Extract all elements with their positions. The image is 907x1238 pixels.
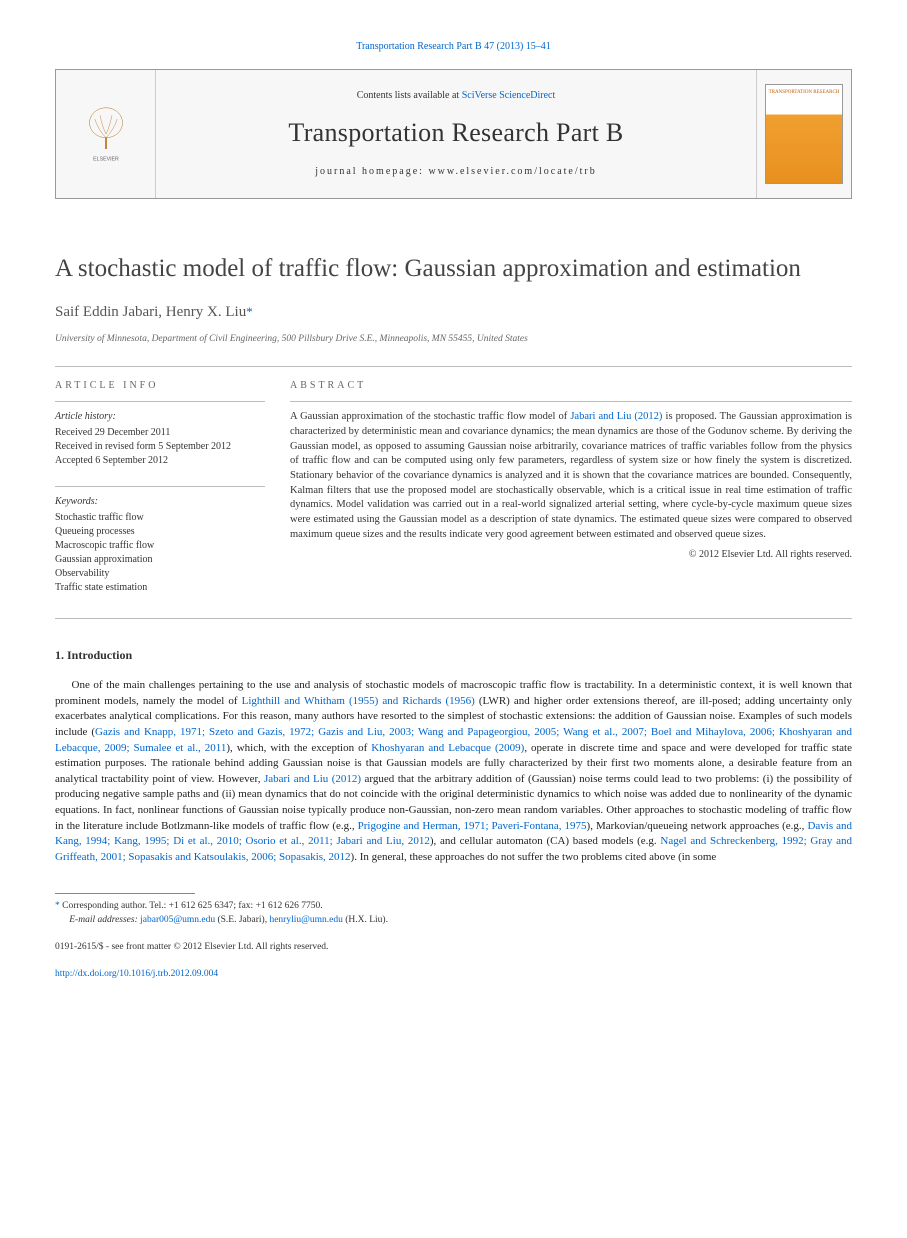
info-rule-1 <box>55 401 265 402</box>
intro-text: ), and cellular automaton (CA) based mod… <box>430 835 661 847</box>
email-footnote: E-mail addresses: jabar005@umn.edu (S.E.… <box>55 914 852 927</box>
abstract-column: ABSTRACT A Gaussian approximation of the… <box>290 379 852 613</box>
citation-link[interactable]: Jabari and Liu (2012) <box>264 773 361 785</box>
citation-link[interactable]: Lighthill and Whitham (1955) and Richard… <box>242 695 475 707</box>
doi-line: http://dx.doi.org/10.1016/j.trb.2012.09.… <box>55 968 852 981</box>
journal-cover-box: TRANSPORTATION RESEARCH <box>756 70 851 198</box>
intro-text: ). In general, these approaches do not s… <box>351 851 717 863</box>
article-info-heading: ARTICLE INFO <box>55 379 265 393</box>
keyword: Macroscopic traffic flow <box>55 539 265 553</box>
history-item: Received in revised form 5 September 201… <box>55 440 265 454</box>
authors: Saif Eddin Jabari, Henry X. Liu <box>55 304 246 320</box>
email-name: (S.E. Jabari), <box>215 915 269 925</box>
publisher-logo-box: ELSEVIER <box>56 70 156 198</box>
footnote-mark: * <box>55 901 60 911</box>
keyword: Traffic state estimation <box>55 581 265 595</box>
journal-homepage-line: journal homepage: www.elsevier.com/locat… <box>315 165 597 179</box>
homepage-url: www.elsevier.com/locate/trb <box>428 166 596 177</box>
abstract-pre: A Gaussian approximation of the stochast… <box>290 411 570 422</box>
email-name: (H.X. Liu). <box>343 915 388 925</box>
email-label: E-mail addresses: <box>69 915 140 925</box>
issn-line: 0191-2615/$ - see front matter © 2012 El… <box>55 941 852 954</box>
email-link[interactable]: jabar005@umn.edu <box>140 915 215 925</box>
intro-text: ), Markovian/queueing network approaches… <box>587 820 808 832</box>
keyword: Observability <box>55 567 265 581</box>
authors-line: Saif Eddin Jabari, Henry X. Liu* <box>55 302 852 323</box>
abstract-text: A Gaussian approximation of the stochast… <box>290 410 852 542</box>
svg-text:ELSEVIER: ELSEVIER <box>93 156 119 162</box>
abstract-ref-link[interactable]: Jabari and Liu (2012) <box>570 411 662 422</box>
journal-citation-line: Transportation Research Part B 47 (2013)… <box>55 40 852 54</box>
elsevier-tree-icon: ELSEVIER <box>76 104 136 164</box>
cover-title: TRANSPORTATION RESEARCH <box>766 85 842 96</box>
homepage-prefix: journal homepage: <box>315 166 428 177</box>
journal-title: Transportation Research Part B <box>288 115 623 151</box>
affiliation: University of Minnesota, Department of C… <box>55 333 852 346</box>
abstract-post: is proposed. The Gaussian approximation … <box>290 411 852 540</box>
corresponding-mark: * <box>246 304 253 319</box>
intro-paragraph: One of the main challenges pertaining to… <box>55 678 852 865</box>
scidirect-link[interactable]: SciVerse ScienceDirect <box>462 90 556 101</box>
article-info-column: ARTICLE INFO Article history: Received 2… <box>55 379 265 613</box>
masthead-center: Contents lists available at SciVerse Sci… <box>156 70 756 198</box>
keyword: Queueing processes <box>55 525 265 539</box>
abstract-heading: ABSTRACT <box>290 379 852 393</box>
footnote-separator <box>55 893 195 894</box>
intro-text: ), which, with the exception of <box>226 742 371 754</box>
contents-prefix: Contents lists available at <box>357 90 462 101</box>
corresponding-author-footnote: * Corresponding author. Tel.: +1 612 625… <box>55 900 852 913</box>
abstract-copyright: © 2012 Elsevier Ltd. All rights reserved… <box>290 548 852 562</box>
keyword: Stochastic traffic flow <box>55 511 265 525</box>
masthead: ELSEVIER Contents lists available at Sci… <box>55 69 852 199</box>
footnote-text: Corresponding author. Tel.: +1 612 625 6… <box>62 901 323 911</box>
article-title: A stochastic model of traffic flow: Gaus… <box>55 254 852 284</box>
intro-heading: 1. Introduction <box>55 647 852 664</box>
separator-top <box>55 366 852 367</box>
citation-link[interactable]: Khoshyaran and Lebacque (2009) <box>371 742 524 754</box>
article-history-block: Article history: Received 29 December 20… <box>55 410 265 468</box>
history-item: Accepted 6 September 2012 <box>55 454 265 468</box>
keyword: Gaussian approximation <box>55 553 265 567</box>
citation-link[interactable]: Prigogine and Herman, 1971; Paveri-Fonta… <box>358 820 587 832</box>
email-link[interactable]: henryliu@umn.edu <box>269 915 342 925</box>
journal-citation-link[interactable]: Transportation Research Part B 47 (2013)… <box>356 41 551 52</box>
doi-link[interactable]: http://dx.doi.org/10.1016/j.trb.2012.09.… <box>55 969 218 979</box>
abstract-rule <box>290 401 852 402</box>
info-rule-2 <box>55 486 265 487</box>
journal-cover-thumbnail: TRANSPORTATION RESEARCH <box>765 84 843 184</box>
info-abstract-row: ARTICLE INFO Article history: Received 2… <box>55 379 852 613</box>
history-item: Received 29 December 2011 <box>55 426 265 440</box>
history-label: Article history: <box>55 410 265 424</box>
keywords-block: Keywords: Stochastic traffic flow Queuei… <box>55 495 265 595</box>
separator-bottom <box>55 618 852 619</box>
keywords-label: Keywords: <box>55 495 265 509</box>
contents-available-line: Contents lists available at SciVerse Sci… <box>357 89 556 103</box>
